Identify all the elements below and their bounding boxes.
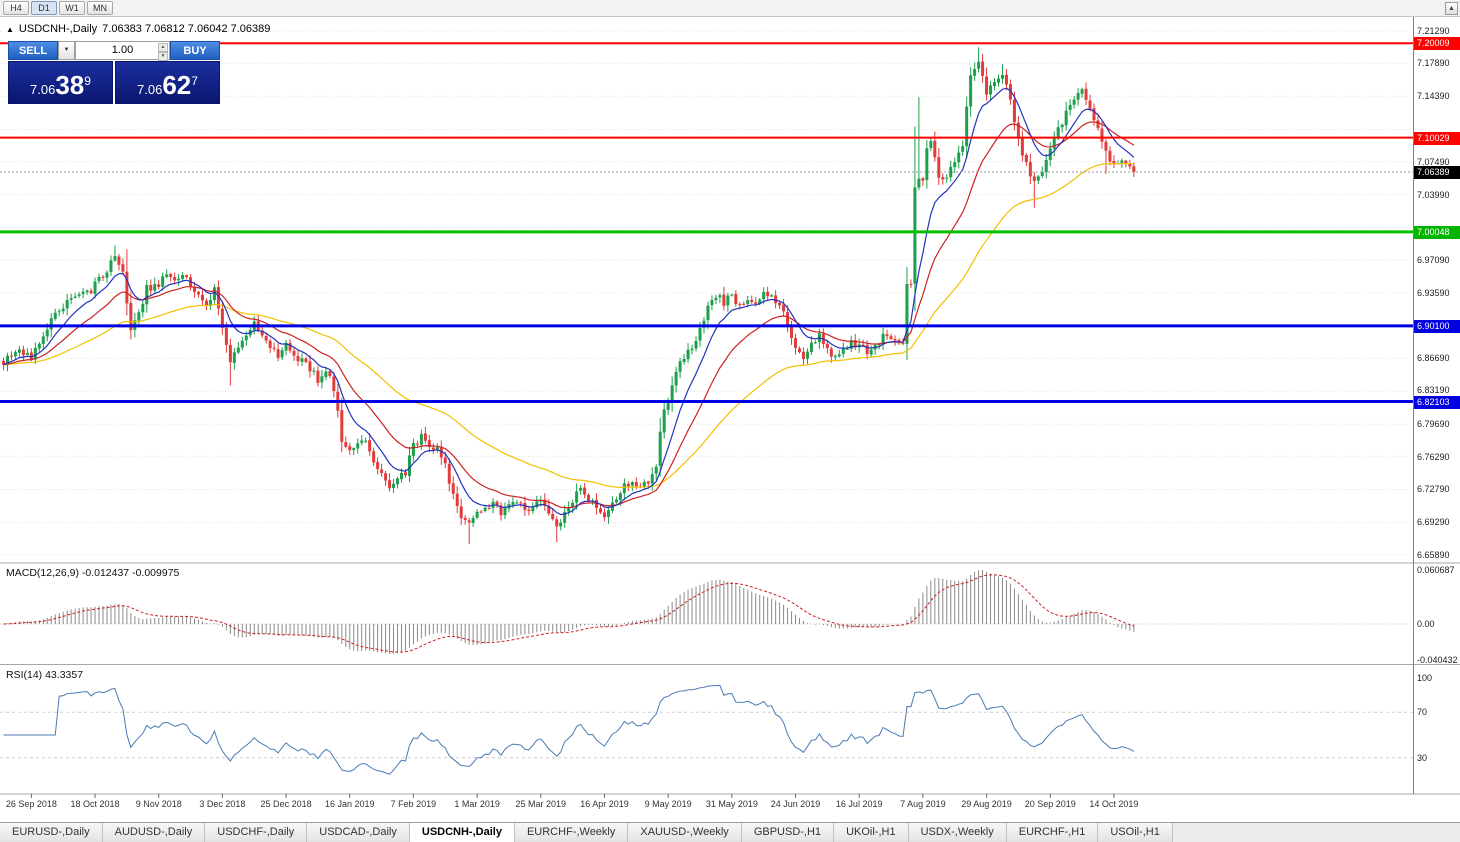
sell-button[interactable]: SELL [8, 41, 58, 60]
chart-ohlc-values: 7.06383 7.06812 7.06042 7.06389 [102, 23, 271, 35]
bid-price-big: 38 [55, 70, 85, 100]
axis-label: 7.21290 [1417, 26, 1450, 36]
timeframe-button-w1[interactable]: W1 [59, 1, 85, 15]
date-label: 3 Dec 2018 [199, 799, 245, 809]
ma-line-9 [3, 87, 1135, 516]
axis-label: 6.83190 [1417, 385, 1450, 395]
bid-price-sup: 9 [84, 74, 91, 88]
sell-price-button[interactable]: 7.06389 [8, 61, 113, 104]
axis-label: 7.17890 [1417, 58, 1450, 68]
ask-price-big: 62 [162, 70, 192, 100]
tab-eurchf-weekly[interactable]: EURCHF-,Weekly [514, 823, 629, 842]
price-tag: 7.20009 [1414, 37, 1460, 50]
one-click-toggle-icon[interactable]: ▲ [6, 24, 14, 34]
ask-price-sup: 7 [191, 74, 198, 88]
lot-dropdown-button[interactable]: ▼ [58, 41, 75, 60]
timeframe-button-mn[interactable]: MN [87, 1, 113, 15]
chart-title: ▲ USDCNH-,Daily 7.06383 7.06812 7.06042 … [6, 23, 270, 35]
date-label: 9 Nov 2018 [136, 799, 182, 809]
axis-label: 7.14390 [1417, 91, 1450, 101]
buy-button[interactable]: BUY [170, 41, 220, 60]
buy-price-button[interactable]: 7.06627 [115, 61, 220, 104]
axis-label: 6.69290 [1417, 517, 1450, 527]
price-axis[interactable]: 7.21290 7.20009 7.17890 7.14390 7.10029 7.074… [1414, 17, 1460, 822]
axis-label: 30 [1417, 753, 1428, 763]
rsi-indicator-label: RSI(14) 43.3357 [6, 669, 84, 681]
axis-label: 6.72790 [1417, 484, 1450, 494]
ma-line-21 [3, 121, 1135, 509]
date-label: 7 Aug 2019 [900, 799, 946, 809]
axis-label: 7.07490 [1417, 157, 1450, 167]
timeframe-toolbar: H4 D1 W1 MN [0, 0, 1460, 17]
date-label: 20 Sep 2019 [1025, 799, 1076, 809]
axis-label: 6.79690 [1417, 419, 1450, 429]
date-label: 25 Mar 2019 [516, 799, 567, 809]
date-label: 16 Apr 2019 [580, 799, 629, 809]
date-label: 7 Feb 2019 [391, 799, 437, 809]
date-label: 16 Jul 2019 [836, 799, 883, 809]
macd-signal-line [3, 574, 1134, 653]
axis-label: 6.86690 [1417, 353, 1450, 363]
chart-window: 26 Sep 2018 18 Oct 2018 9 Nov 2018 3 Dec 20… [0, 17, 1460, 822]
date-label: 26 Sep 2018 [6, 799, 57, 809]
ma-line-55 [3, 162, 1134, 488]
axis-label: 6.65890 [1417, 550, 1450, 560]
tab-eurusd-daily[interactable]: EURUSD-,Daily [0, 823, 103, 842]
axis-label: 6.76290 [1417, 452, 1450, 462]
chart-symbol-period: USDCNH-,Daily [18, 23, 98, 35]
date-label: 31 May 2019 [706, 799, 758, 809]
date-label: 9 May 2019 [645, 799, 692, 809]
tab-gbpusd-h1[interactable]: GBPUSD-,H1 [741, 823, 835, 842]
timeframe-button-h4[interactable]: H4 [3, 1, 29, 15]
bid-price-base: 7.06 [30, 82, 56, 97]
axis-label: 0.00 [1417, 619, 1435, 629]
macd-histogram [6, 569, 1135, 655]
price-tag: 6.90100 [1414, 320, 1460, 333]
scroll-up-button[interactable]: ▲ [1445, 2, 1458, 15]
tab-usoil-h1[interactable]: USOil-,H1 [1098, 823, 1173, 842]
one-click-trade-panel: SELL ▼ 1.00 ▲ ▼ BUY 7.06389 7.06627 [8, 41, 220, 104]
scroll-up-icon: ▲ [1448, 5, 1455, 12]
date-label: 18 Oct 2018 [71, 799, 120, 809]
lot-stepper: ▲ ▼ [158, 43, 168, 61]
date-label: 25 Dec 2018 [261, 799, 312, 809]
price-tag: 7.10029 [1414, 132, 1460, 145]
lot-size-value: 1.00 [111, 44, 134, 56]
axis-label: 7.03990 [1417, 190, 1450, 200]
date-label: 16 Jan 2019 [325, 799, 375, 809]
stepper-down-icon[interactable]: ▼ [158, 52, 168, 61]
tab-ukoil-h1[interactable]: UKOil-,H1 [834, 823, 909, 842]
tab-eurchf-h1[interactable]: EURCHF-,H1 [1006, 823, 1099, 842]
ask-price-base: 7.06 [137, 82, 163, 97]
date-label: 14 Oct 2019 [1089, 799, 1138, 809]
price-tag: 7.06389 [1414, 166, 1460, 179]
rsi-line [3, 684, 1135, 775]
chart-tabbar: EURUSD-,Daily AUDUSD-,Daily USDCHF-,Daily U… [0, 822, 1460, 842]
date-label: 29 Aug 2019 [961, 799, 1012, 809]
price-tag: 7.00048 [1414, 226, 1460, 239]
stepper-up-icon[interactable]: ▲ [158, 43, 168, 52]
tab-audusd-daily[interactable]: AUDUSD-,Daily [102, 823, 206, 842]
tab-usdcnh-daily[interactable]: USDCNH-,Daily [409, 823, 515, 842]
chevron-down-icon: ▼ [63, 47, 70, 53]
candles [2, 47, 1136, 545]
date-label: 24 Jun 2019 [771, 799, 821, 809]
macd-indicator-label: MACD(12,26,9) -0.012437 -0.009975 [6, 567, 180, 579]
timeframe-button-d1[interactable]: D1 [31, 1, 57, 15]
tab-usdchf-daily[interactable]: USDCHF-,Daily [205, 823, 308, 842]
date-label: 1 Mar 2019 [454, 799, 500, 809]
axis-label: 0.060687 [1417, 565, 1455, 575]
axis-label: 100 [1417, 673, 1433, 683]
tab-xauusd-weekly[interactable]: XAUUSD-,Weekly [628, 823, 742, 842]
tab-usdx-weekly[interactable]: USDX-,Weekly [908, 823, 1007, 842]
axis-label: 6.97090 [1417, 255, 1450, 265]
chart-plot[interactable]: 26 Sep 2018 18 Oct 2018 9 Nov 2018 3 Dec 20… [0, 17, 1460, 822]
axis-label: 6.93590 [1417, 288, 1450, 298]
timeframe-button-group: H4 D1 W1 MN [3, 1, 113, 15]
tab-usdcad-daily[interactable]: USDCAD-,Daily [307, 823, 410, 842]
axis-label: 70 [1417, 707, 1428, 717]
lot-size-input[interactable]: 1.00 ▲ ▼ [75, 41, 170, 61]
price-tag: 6.82103 [1414, 396, 1460, 409]
axis-label: -0.040432 [1417, 655, 1458, 665]
